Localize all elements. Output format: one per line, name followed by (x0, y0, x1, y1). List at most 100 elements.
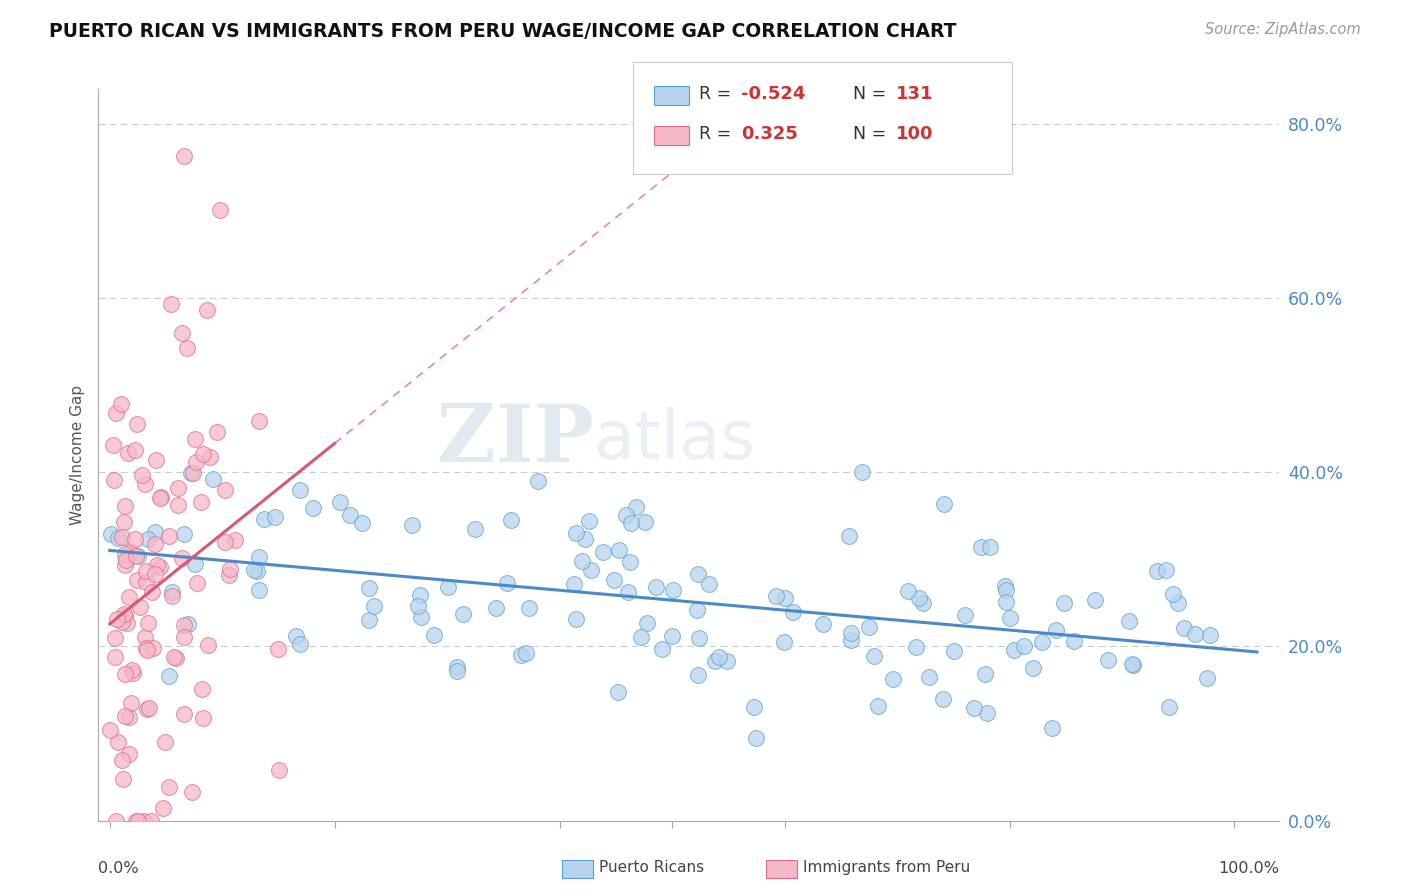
Text: N =: N = (853, 85, 893, 103)
Point (202, 472, 225, 486)
Point (1167, 596, 1189, 610)
Point (165, 650, 187, 665)
Point (131, 467, 153, 482)
Point (970, 540, 993, 554)
Text: 100.0%: 100.0% (1219, 861, 1279, 876)
Point (1184, 627, 1206, 641)
Point (219, 562, 242, 576)
Point (135, 702, 157, 716)
Point (163, 649, 186, 664)
Point (114, 558, 136, 573)
Point (190, 495, 212, 509)
Point (224, 533, 246, 548)
Text: Puerto Ricans: Puerto Ricans (599, 860, 704, 874)
Point (578, 514, 600, 528)
Point (517, 601, 540, 615)
Point (159, 669, 181, 683)
Point (686, 603, 709, 617)
Point (134, 477, 156, 491)
Text: 131: 131 (896, 85, 934, 103)
Point (107, 734, 129, 748)
Point (562, 576, 585, 591)
Point (249, 583, 271, 598)
Point (607, 685, 630, 699)
Point (214, 535, 236, 549)
Point (135, 575, 157, 590)
Point (619, 555, 641, 569)
Point (423, 627, 446, 641)
Point (527, 474, 550, 488)
Point (114, 500, 136, 514)
Text: 100: 100 (896, 125, 934, 143)
Point (148, 491, 170, 505)
Point (103, 437, 125, 451)
Point (485, 601, 508, 615)
Point (1053, 596, 1076, 610)
Point (136, 643, 159, 657)
Point (176, 617, 198, 632)
Point (602, 574, 624, 588)
Point (125, 814, 148, 828)
Point (121, 663, 143, 677)
Point (974, 666, 997, 681)
Point (269, 764, 291, 778)
Point (1002, 643, 1025, 657)
Point (103, 473, 125, 487)
Text: R =: R = (699, 85, 737, 103)
Point (288, 483, 311, 498)
Point (409, 610, 432, 624)
Point (661, 629, 683, 643)
Point (141, 584, 163, 599)
Text: ZIP: ZIP (437, 401, 595, 479)
Point (124, 442, 146, 457)
Text: N =: N = (853, 125, 893, 143)
Point (339, 508, 361, 522)
Point (1031, 635, 1053, 649)
Point (1157, 700, 1180, 714)
Point (118, 747, 141, 762)
Point (579, 563, 602, 577)
Point (104, 814, 127, 828)
Point (125, 549, 148, 563)
Point (117, 615, 139, 630)
Point (266, 642, 288, 657)
Point (839, 625, 862, 640)
Point (515, 646, 537, 660)
Point (152, 801, 174, 815)
Point (173, 149, 195, 163)
Point (565, 526, 588, 541)
Point (357, 613, 380, 627)
Point (406, 599, 429, 613)
Point (114, 709, 136, 723)
Point (112, 515, 135, 529)
Point (918, 670, 941, 684)
Point (688, 631, 710, 645)
Point (135, 564, 157, 578)
Point (145, 452, 167, 467)
Point (1122, 657, 1144, 672)
Point (120, 545, 142, 559)
Point (707, 650, 730, 665)
Point (995, 595, 1018, 609)
Point (963, 700, 986, 714)
Point (350, 516, 373, 530)
Point (115, 553, 138, 567)
Point (1121, 657, 1143, 672)
Point (994, 579, 1017, 593)
Point (773, 635, 796, 649)
Point (112, 772, 135, 786)
Point (851, 465, 873, 479)
Point (191, 711, 214, 725)
Point (142, 640, 165, 655)
Point (882, 672, 904, 686)
Point (838, 528, 860, 542)
Point (104, 650, 127, 665)
Point (1012, 639, 1035, 653)
Point (186, 454, 208, 468)
Point (160, 590, 183, 604)
Point (858, 620, 880, 634)
Y-axis label: Wage/Income Gap: Wage/Income Gap (70, 384, 86, 525)
Point (620, 516, 643, 531)
Point (173, 706, 195, 721)
Point (172, 550, 194, 565)
